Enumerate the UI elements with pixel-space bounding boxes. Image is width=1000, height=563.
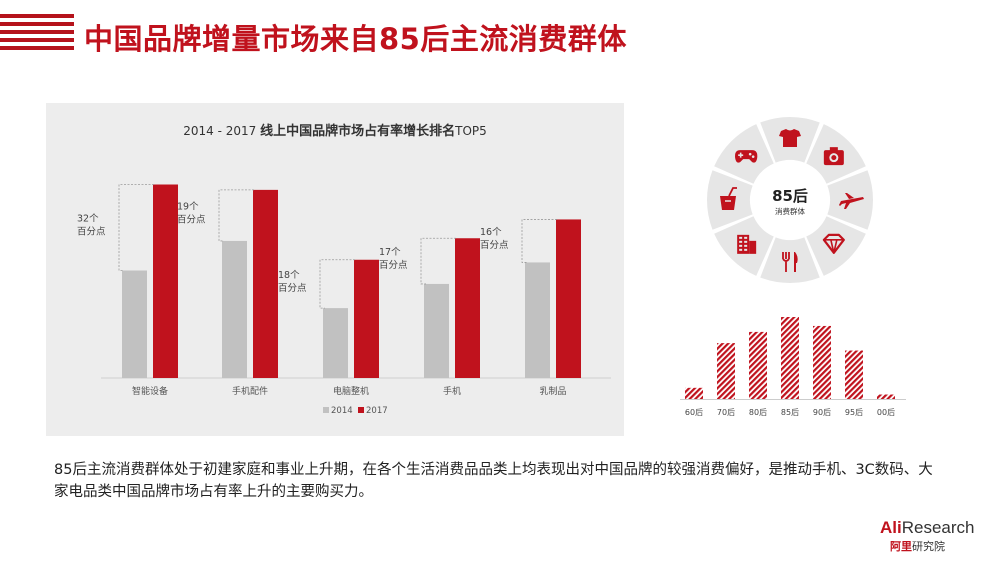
description-text: 85后主流消费群体处于初建家庭和事业上升期，在各个生活消费品品类上均表现出对中国… (54, 462, 933, 500)
increase-label-1-line1: 32个 (77, 214, 99, 225)
market-share-chart-panel: 2014 - 2017 线上中国品牌市场占有率增长排名TOP5 32个 百分点 智能设… (46, 103, 624, 436)
chart-title: 2014 - 2017 线上中国品牌市场占有率增长排名TOP5 (183, 123, 487, 139)
increase-bracket-3 (319, 259, 355, 309)
category-label-4: 手机 (443, 385, 461, 397)
logo-ali: Ali (880, 518, 902, 537)
gamepad-icon (735, 150, 758, 163)
generation-bar-1 (685, 387, 703, 399)
camera-icon (823, 147, 844, 166)
category-label-3: 电脑整机 (333, 385, 369, 397)
increase-label-2-line1: 19个 (177, 201, 199, 212)
utensils-icon (782, 252, 798, 272)
logo-wordmark: AliResearch (880, 518, 995, 538)
bar-2014-2 (222, 240, 247, 378)
bar-2017-4 (455, 238, 480, 378)
logo-cn-rest: 研究院 (912, 540, 945, 553)
generation-bar-3 (749, 331, 767, 399)
increase-label-4-line1: 17个 (379, 247, 401, 258)
increase-label-3-line1: 18个 (278, 270, 300, 281)
legend-swatch-2017 (358, 407, 364, 413)
diamond-icon (822, 233, 845, 254)
page-title: 中国品牌增量市场来自85后主流消费群体 (84, 22, 627, 56)
logo-chinese: 阿里研究院 (890, 538, 995, 554)
increase-bracket-1 (118, 184, 154, 271)
aliresearch-logo: AliResearch 阿里研究院 (880, 518, 995, 558)
generation-bar-5 (813, 325, 831, 399)
generation-label-3: 80后 (749, 407, 767, 417)
increase-label-2-line2: 百分点 (177, 214, 206, 225)
bar-2017-1 (153, 184, 178, 378)
bar-2017-5 (556, 219, 581, 378)
increase-bracket-2 (218, 189, 254, 242)
generation-bar-2 (717, 343, 735, 399)
drink-icon (720, 187, 737, 210)
generation-label-5: 90后 (813, 407, 831, 417)
increase-label-5-line1: 16个 (480, 227, 502, 238)
market-share-bar-chart: 2014 - 2017 线上中国品牌市场占有率增长排名TOP532个百分点智能设… (77, 123, 611, 416)
increase-label-3-line2: 百分点 (278, 283, 307, 294)
donut-center-title: 85后 (772, 187, 808, 205)
title-stripes-decoration (0, 14, 74, 58)
donut-center-subtitle: 消费群体 (775, 206, 805, 216)
increase-bracket-4 (420, 237, 456, 285)
generation-label-4: 85后 (781, 407, 799, 417)
generation-bar-4 (781, 317, 799, 399)
logo-research: Research (901, 518, 975, 537)
legend-label-2017: 2017 (366, 406, 388, 416)
bar-2017-3 (354, 259, 379, 378)
bar-2014-1 (122, 270, 147, 378)
generation-label-2: 70后 (717, 407, 735, 417)
generation-distribution-chart: 60后 70后 80后 85后 90后 95后 00后 (674, 300, 914, 425)
generation-label-7: 00后 (877, 407, 895, 417)
increase-label-5-line2: 百分点 (480, 240, 509, 251)
bar-2014-5 (525, 262, 550, 378)
tshirt-icon (779, 129, 801, 147)
airplane-icon (839, 193, 864, 209)
generation-bar-6 (845, 350, 863, 399)
consumer-group-donut: 85后 消费群体 (705, 115, 875, 285)
building-icon (737, 234, 757, 254)
generation-bar-chart: 60后 70后 80后 85后 90后 95后 00后 (680, 317, 906, 417)
increase-label-4-line2: 百分点 (379, 260, 408, 271)
generation-bar-7 (877, 394, 895, 399)
donut-segment-5 (760, 237, 820, 283)
logo-ali-cn: 阿里 (890, 540, 912, 553)
category-label-2: 手机配件 (232, 385, 268, 397)
increase-label-1-line2: 百分点 (77, 227, 106, 238)
bar-2017-2 (253, 189, 278, 378)
generation-label-1: 60后 (685, 407, 703, 417)
bar-2014-4 (424, 283, 449, 378)
bar-2014-3 (323, 308, 348, 378)
donut-center (752, 162, 828, 238)
generation-label-6: 95后 (845, 407, 863, 417)
legend-swatch-2014 (323, 407, 329, 413)
category-label-5: 乳制品 (539, 385, 566, 397)
legend-label-2014: 2014 (331, 406, 353, 416)
increase-bracket-5 (521, 219, 557, 263)
category-label-1: 智能设备 (132, 385, 168, 397)
